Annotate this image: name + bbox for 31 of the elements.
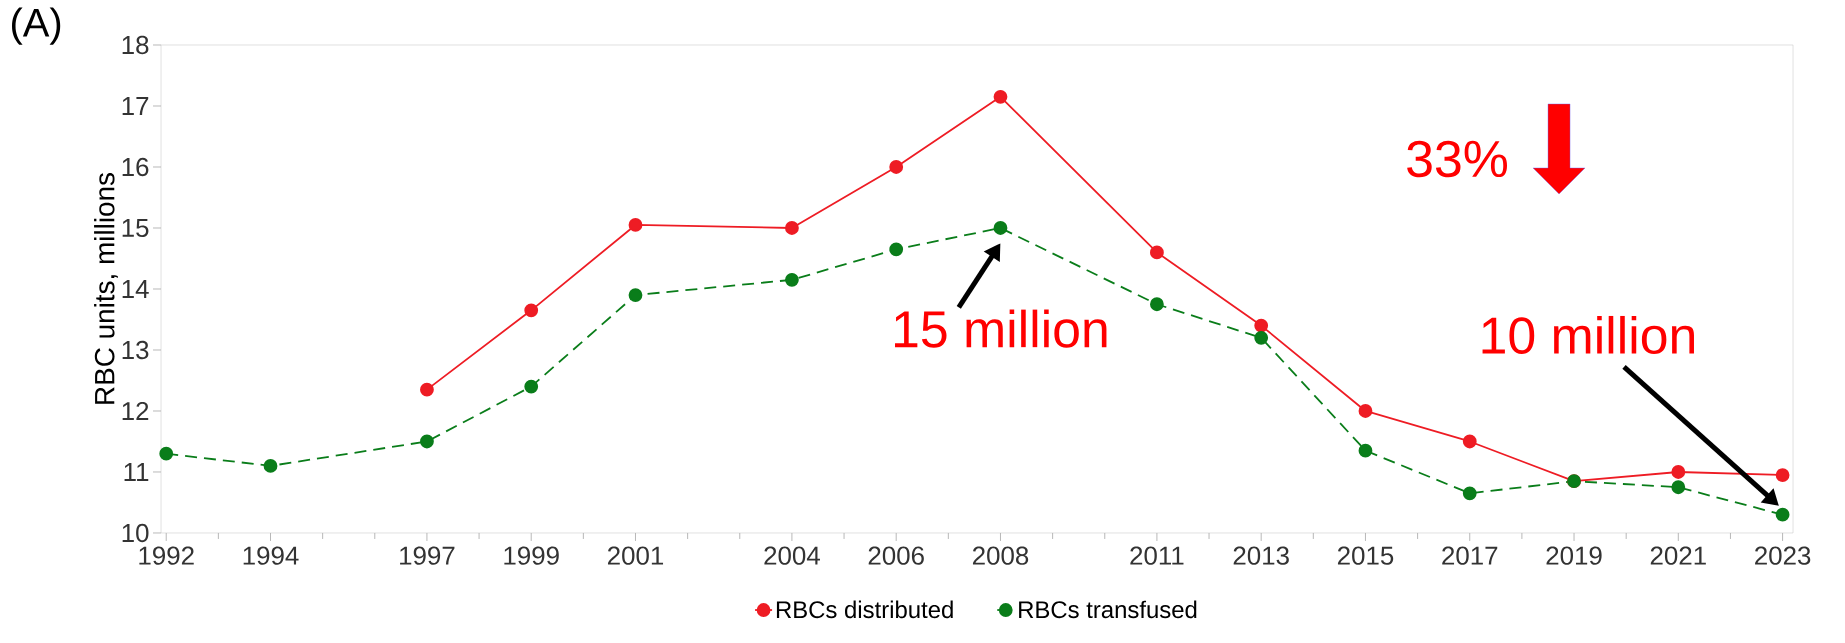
x-tick-label: 2017: [1442, 546, 1498, 565]
annotation: 15 million: [895, 309, 1107, 348]
x-tick-label: 2015: [1337, 546, 1394, 565]
legend-label: RBCs transfused: [1019, 600, 1197, 619]
y-tick-label: 17: [122, 97, 149, 115]
y-tick-label: 11: [124, 463, 149, 481]
annotation: 10 million: [1482, 315, 1694, 354]
annotation: 33%: [1407, 140, 1508, 178]
y-tick-label: 14: [122, 280, 149, 298]
x-tick-label: 1997: [400, 546, 455, 565]
y-tick-label: 15: [122, 218, 149, 238]
x-tick-label: 1999: [504, 546, 559, 565]
y-tick-label: 16: [122, 157, 149, 177]
x-tick-label: 2019: [1546, 546, 1602, 565]
y-tick-label: 18: [122, 35, 149, 55]
x-tick-label: 2023: [1755, 546, 1811, 565]
y-axis-title: RBC units, millions: [94, 173, 118, 404]
x-tick-label: 2004: [764, 546, 820, 565]
x-tick-label: 1994: [243, 546, 299, 565]
y-tick-label: 10: [122, 523, 149, 543]
x-tick-label: 1992: [139, 546, 194, 565]
x-tick-label: 2011: [1130, 546, 1184, 565]
x-tick-label: 2001: [607, 546, 664, 565]
x-tick-label: 2021: [1650, 546, 1706, 565]
x-tick-label: 2013: [1233, 546, 1289, 565]
y-tick-label: 12: [122, 401, 149, 421]
x-tick-label: 2006: [868, 546, 924, 565]
text: (A): [12, 7, 61, 45]
y-tick-label: 13: [122, 340, 149, 360]
x-tick-label: 2008: [972, 546, 1029, 565]
legend-label: RBCs distributed: [776, 600, 953, 619]
